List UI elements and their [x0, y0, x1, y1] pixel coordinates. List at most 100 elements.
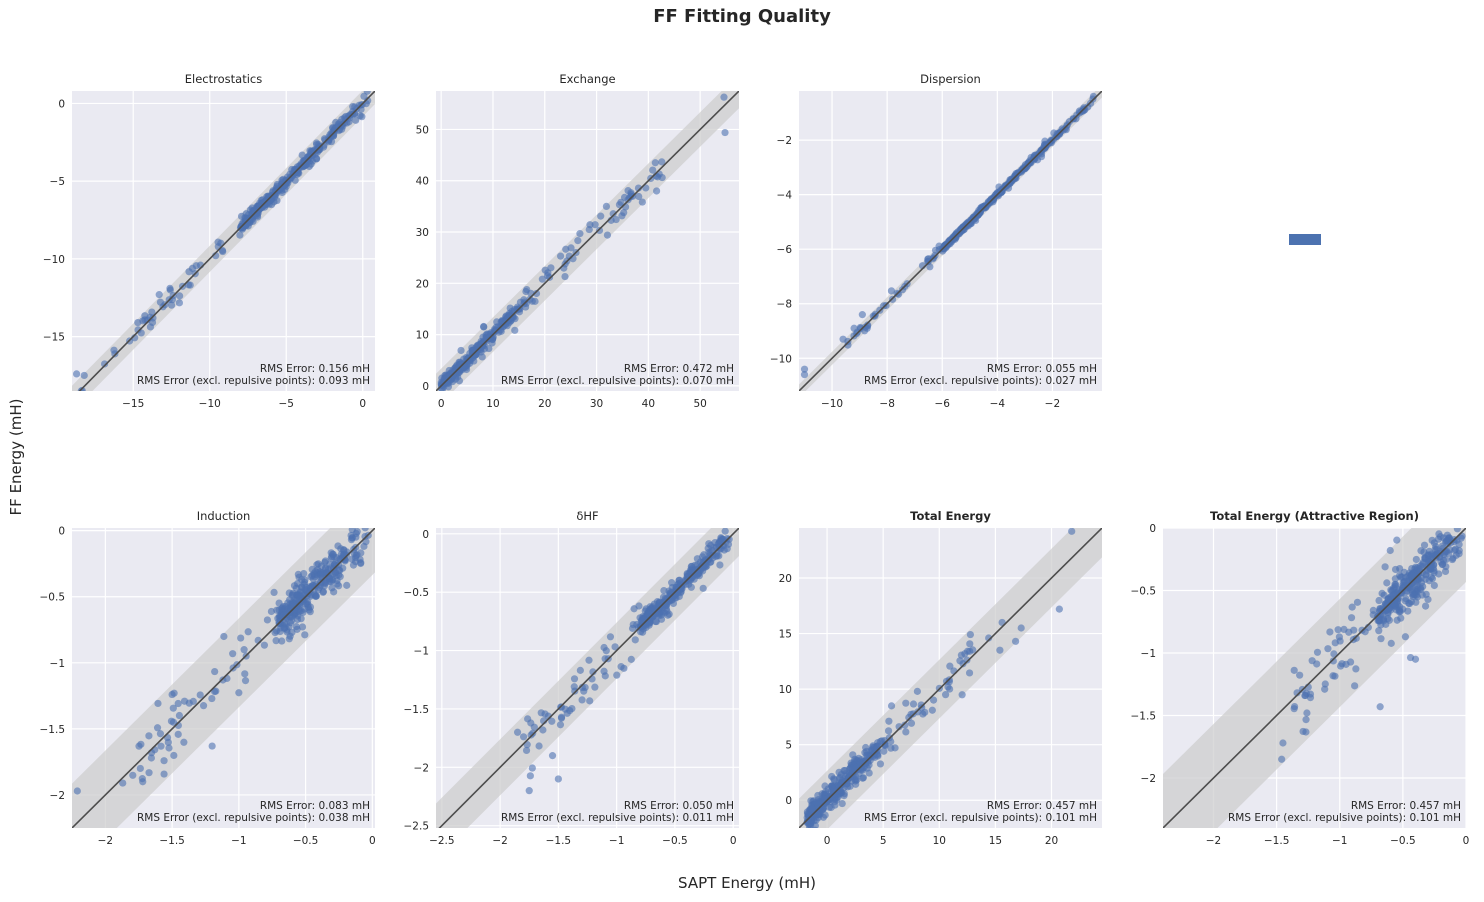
- scatter-point: [1278, 755, 1286, 763]
- scatter-point: [840, 792, 848, 800]
- scatter-point: [156, 730, 165, 738]
- panel-title: Electrostatics: [185, 72, 262, 86]
- scatter-point: [891, 744, 899, 752]
- scatter-point: [913, 687, 921, 695]
- scatter-point: [700, 551, 708, 559]
- scatter-point: [556, 721, 565, 729]
- scatter-point: [668, 579, 676, 587]
- scatter-point: [1413, 564, 1422, 572]
- scatter-point: [146, 323, 155, 331]
- scatter-point: [958, 691, 966, 699]
- scatter-point: [837, 770, 845, 779]
- scatter-point: [712, 552, 720, 561]
- scatter-point: [348, 534, 356, 542]
- scatter-point: [286, 619, 295, 627]
- scatter-point: [1324, 645, 1332, 653]
- scatter-point: [964, 220, 973, 229]
- scatter-point: [571, 687, 579, 695]
- rms-error-attractive-label: RMS Error (excl. repulsive points): 0.02…: [864, 375, 1097, 387]
- scatter-point: [928, 706, 936, 714]
- scatter-point: [895, 723, 903, 731]
- scatter-point: [275, 618, 283, 626]
- scatter-point: [326, 560, 334, 568]
- scatter-point: [966, 640, 974, 648]
- x-tick-label: 30: [590, 398, 603, 410]
- scatter-point: [361, 528, 369, 532]
- scatter-point: [1419, 560, 1427, 568]
- scatter-point: [843, 783, 852, 791]
- scatter-point: [538, 275, 546, 283]
- scatter-point: [1337, 662, 1345, 670]
- scatter-point: [611, 643, 619, 651]
- panel-6: −2.5 −2 −1.5 −1 −0.5 0 −2.5 −2 −1.5 −1 −0.5 0 δHF RMS…: [404, 509, 739, 847]
- scatter-point: [219, 247, 227, 256]
- scatter-point: [141, 312, 149, 320]
- scatter-point: [1397, 573, 1405, 581]
- scatter-point: [1011, 637, 1020, 645]
- scatter-point: [662, 599, 670, 607]
- y-tick-label: 10: [779, 684, 792, 696]
- scatter-point: [1350, 626, 1358, 634]
- scatter-point: [169, 704, 177, 712]
- x-tick-label: −0.5: [662, 835, 688, 847]
- scatter-point: [591, 683, 599, 691]
- scatter-point: [151, 746, 159, 754]
- rms-error-attractive-label: RMS Error (excl. repulsive points): 0.10…: [1228, 812, 1461, 824]
- scatter-point: [659, 593, 668, 601]
- y-tick-label: −10: [770, 353, 792, 365]
- scatter-point: [155, 291, 163, 299]
- scatter-point: [343, 581, 351, 589]
- x-tick-label: −15: [122, 398, 144, 410]
- scatter-point: [800, 365, 809, 373]
- scatter-point: [1279, 739, 1287, 747]
- scatter-point: [586, 697, 594, 705]
- x-tick-label: 0: [359, 398, 366, 410]
- scatter-point: [288, 591, 296, 600]
- scatter-point: [208, 742, 216, 750]
- scatter-point: [1017, 624, 1025, 632]
- scatter-point: [1378, 589, 1386, 597]
- scatter-point: [929, 696, 938, 704]
- rms-error-label: RMS Error: 0.055 mH: [987, 363, 1097, 375]
- y-tick-label: 0: [785, 795, 792, 807]
- scatter-point: [336, 573, 344, 581]
- scatter-point: [1313, 648, 1322, 656]
- rms-error-label: RMS Error: 0.457 mH: [1351, 800, 1461, 812]
- scatter-point: [887, 702, 896, 710]
- x-tick-label: 10: [486, 398, 499, 410]
- scatter-point: [1444, 537, 1452, 545]
- scatter-point: [73, 787, 81, 795]
- scatter-point: [466, 359, 474, 367]
- x-tick-label: −2: [492, 835, 507, 847]
- scatter-point: [307, 573, 315, 581]
- scatter-point: [1340, 625, 1348, 633]
- panel-title: Exchange: [559, 72, 615, 86]
- scatter-point: [1389, 591, 1397, 599]
- scatter-point: [902, 728, 910, 736]
- scatter-point: [946, 685, 954, 693]
- scatter-point: [363, 91, 371, 95]
- y-tick-label: −1.5: [40, 724, 66, 736]
- scatter-point: [147, 754, 155, 762]
- scatter-point: [585, 225, 593, 234]
- scatter-point: [167, 301, 176, 309]
- scatter-point: [1330, 650, 1338, 658]
- scatter-point: [189, 697, 197, 705]
- scatter-point: [180, 697, 189, 705]
- x-tick-label: −10: [199, 398, 221, 410]
- scatter-point: [828, 782, 836, 790]
- scatter-point: [1302, 728, 1310, 736]
- scatter-point: [219, 676, 227, 684]
- scatter-point: [539, 726, 547, 734]
- scatter-point: [174, 730, 182, 738]
- scatter-point: [578, 683, 586, 691]
- scatter-point: [1435, 570, 1443, 578]
- scatter-point: [909, 700, 918, 708]
- scatter-point: [314, 560, 322, 568]
- identity-line: [799, 528, 1102, 828]
- scatter-point: [260, 641, 269, 649]
- scatter-point: [192, 262, 200, 270]
- y-tick-label: 0: [1149, 523, 1156, 535]
- scatter-point: [326, 574, 334, 583]
- x-tick-label: 5: [880, 835, 887, 847]
